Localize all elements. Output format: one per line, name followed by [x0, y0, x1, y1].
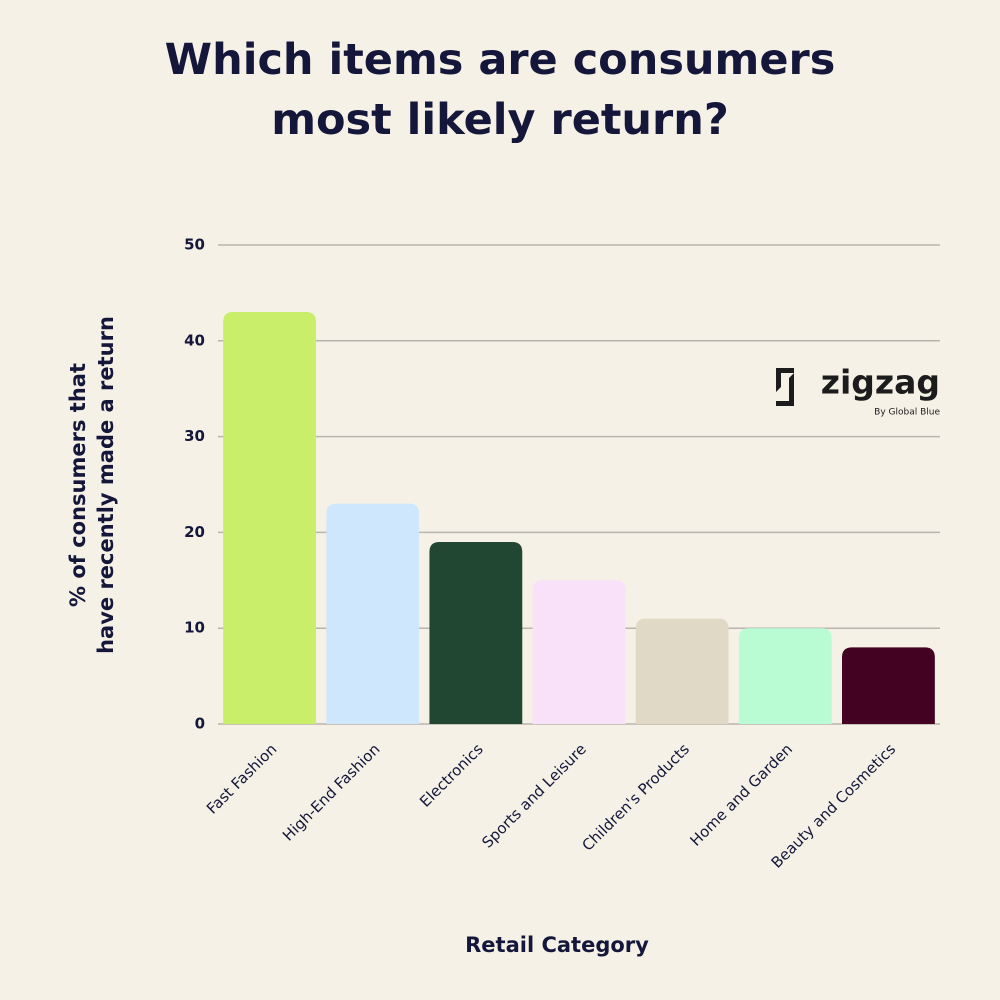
chart-title: Which items are consumers most likely re… [164, 35, 836, 145]
y-tick-label: 30 [184, 427, 205, 445]
y-tick-label: 10 [184, 619, 205, 637]
bar [842, 647, 935, 724]
x-tick-label: Electronics [416, 740, 487, 811]
x-tick-label: Home and Garden [686, 740, 796, 850]
bar [532, 580, 626, 724]
y-tick-label: 20 [184, 523, 205, 541]
y-tick-label: 0 [195, 715, 205, 733]
x-tick-label: High-End Fashion [279, 740, 383, 844]
x-tick-label: Children's Products [578, 740, 693, 855]
y-tick-label: 50 [184, 236, 205, 254]
bar [429, 541, 523, 724]
bar [635, 618, 729, 724]
y-tick-label: 40 [184, 331, 205, 349]
x-tick-label: Sports and Leisure [478, 740, 590, 852]
bar [326, 503, 420, 724]
x-tick-label: Fast Fashion [203, 740, 280, 817]
bar [738, 628, 832, 724]
logo-icon [776, 368, 794, 406]
logo-name: zigzag [821, 363, 940, 402]
bar [223, 312, 316, 724]
x-axis-label: Retail Category [465, 933, 649, 957]
logo-tagline: By Global Blue [874, 408, 940, 418]
y-axis-label: % of consumers that have recently made a … [66, 316, 118, 654]
